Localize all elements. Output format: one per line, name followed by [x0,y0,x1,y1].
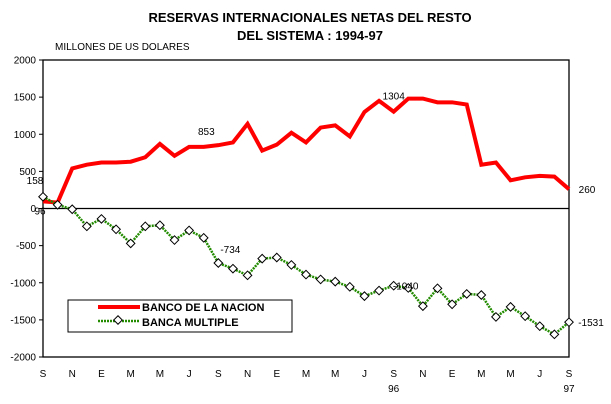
data-point [169,235,180,246]
y-tick-label: 0 [30,204,36,215]
data-point [374,285,385,296]
y-tick-label: -2000 [10,353,36,364]
data-point [359,291,370,302]
chart-title-line-1: RESERVAS INTERNACIONALES NETAS DEL RESTO [148,10,471,25]
data-point [140,221,151,232]
data-point [67,204,78,215]
year-label: 97 [563,384,575,395]
y-tick-label: -500 [16,241,36,252]
y-tick-label: -1500 [10,315,36,326]
data-point [330,276,341,287]
data-point [52,199,63,210]
legend-label-banco-nacion: BANCO DE LA NACION [142,302,264,314]
data-point [111,224,122,235]
x-tick-label: J [537,369,542,380]
data-point [286,259,297,270]
data-point [432,283,443,294]
data-point [96,213,107,224]
x-tick-label: M [506,369,514,380]
series-banca-multiple [38,191,574,340]
data-point [461,288,472,299]
year-label: 96 [388,384,400,395]
x-tick-label: M [477,369,485,380]
x-tick-label: J [362,369,367,380]
data-point [227,263,238,274]
data-point [520,311,531,322]
x-tick-label: N [419,369,426,380]
x-tick-label: S [566,369,573,380]
data-point [564,317,574,328]
data-point [81,221,92,232]
y-tick-label: 500 [19,167,36,178]
x-tick-label: M [156,369,164,380]
data-point [388,280,399,291]
data-point [184,225,195,236]
data-point [447,299,458,310]
data-point [534,321,545,332]
data-point [125,238,136,249]
y-tick-label: 1000 [14,130,37,141]
data-point [403,282,414,293]
chart-title-line-2: DEL SISTEMA : 1994-97 [237,28,383,43]
data-label: 853 [198,127,215,138]
data-point [213,258,224,268]
x-tick-label: J [187,369,192,380]
x-tick-label: E [273,369,280,380]
x-tick-label: S [390,369,397,380]
data-label: -734 [220,245,240,256]
data-point [417,301,428,312]
x-tick-label: M [331,369,339,380]
data-label: -1531 [578,318,604,329]
data-point [490,311,501,322]
legend: BANCO DE LA NACION BANCA MULTIPLE [67,299,293,333]
data-label: 260 [579,185,596,196]
x-tick-label: S [40,369,47,380]
data-point [271,252,282,263]
data-point [549,329,560,340]
data-point [344,281,355,292]
data-point [242,270,253,281]
data-point [315,274,326,285]
x-tick-label: N [244,369,251,380]
legend-marker-banca-multiple [113,315,123,325]
data-point [476,290,487,300]
legend-label-banca-multiple: BANCA MULTIPLE [142,317,239,329]
data-label: 96 [34,206,46,217]
y-tick-label: -1000 [10,278,36,289]
x-tick-label: M [126,369,134,380]
x-tick-label: N [69,369,76,380]
data-point [38,191,48,202]
data-point [198,232,209,243]
x-tick-label: E [98,369,105,380]
y-tick-label: 2000 [14,56,37,67]
x-tick-label: E [449,369,456,380]
x-tick-label: S [215,369,222,380]
data-point [301,269,311,280]
series-line [42,96,571,205]
data-label: 158 [27,176,44,187]
data-point [154,220,165,231]
data-point [505,301,516,312]
y-axis-label: MILLONES DE US DOLARES [55,42,190,53]
data-label: 1304 [383,92,406,103]
data-label: -1040 [393,282,419,293]
y-tick-label: 1500 [14,93,37,104]
data-point [257,253,268,264]
series-banco-nacion [42,96,571,205]
x-tick-label: M [302,369,310,380]
